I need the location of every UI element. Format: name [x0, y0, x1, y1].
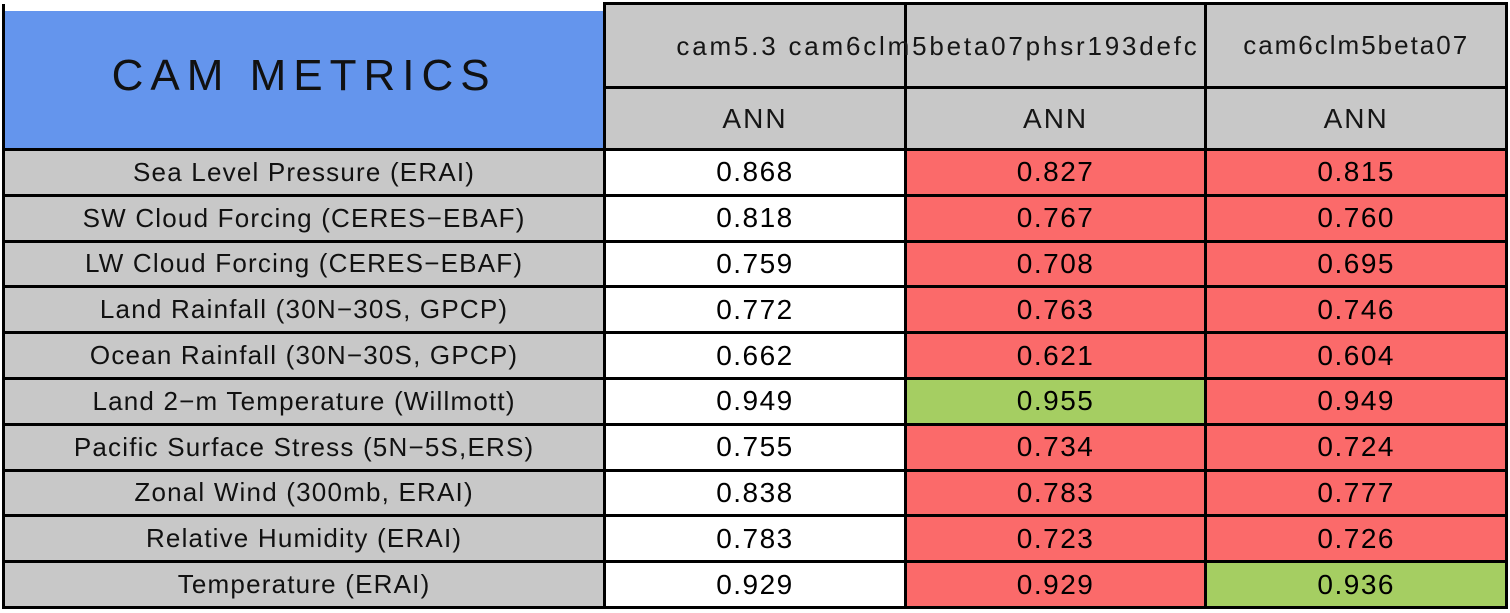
- table-row-temperature: Temperature (ERAI) 0.929 0.929 0.936: [1, 560, 1508, 609]
- value-cell: 0.621: [903, 331, 1208, 380]
- table-row-land-rainfall: Land Rainfall (30N−30S, GPCP) 0.772 0.76…: [1, 285, 1508, 335]
- value-cell: 0.759: [603, 239, 907, 289]
- page-title: CAM METRICS: [111, 50, 497, 100]
- table-title-cell: CAM METRICS: [1, 3, 607, 151]
- metric-label: Temperature (ERAI): [1, 560, 607, 609]
- metric-label: Relative Humidity (ERAI): [1, 514, 607, 564]
- value-cell: 0.760: [1204, 193, 1508, 243]
- model-header-row: CAM METRICS cam6clm5beta07: [1, 2, 1508, 151]
- value-cell: 0.746: [1204, 285, 1508, 335]
- metric-label: Sea Level Pressure (ERAI): [1, 148, 607, 197]
- metric-label: Ocean Rainfall (30N−30S, GPCP): [1, 331, 607, 380]
- ann-subheader-col2: ANN: [903, 86, 1208, 151]
- value-cell: 0.777: [1204, 468, 1508, 518]
- value-cell: 0.818: [603, 193, 907, 243]
- value-cell: 0.868: [603, 148, 907, 197]
- metric-label: Pacific Surface Stress (5N−5S,ERS): [1, 422, 607, 472]
- value-cell: 0.767: [903, 193, 1208, 243]
- value-cell: 0.929: [603, 560, 907, 609]
- ann-subheader-col1: ANN: [603, 86, 907, 151]
- metric-label: Land 2−m Temperature (Willmott): [1, 376, 607, 426]
- season-subheader-row: ANN ANN ANN: [4, 86, 1508, 151]
- column-header-cam5-3: [603, 2, 907, 89]
- metric-label: Zonal Wind (300mb, ERAI): [1, 468, 607, 518]
- value-cell: 0.815: [1204, 148, 1508, 197]
- table-row-sea-level-pressure: Sea Level Pressure (ERAI) 0.868 0.827 0.…: [1, 148, 1508, 197]
- column-header-cam6clm5beta07phsr193defc: [903, 2, 1208, 89]
- value-cell: 0.949: [603, 376, 907, 426]
- value-cell: 0.783: [903, 468, 1208, 518]
- value-cell: 0.949: [1204, 376, 1508, 426]
- table-row-zonal-wind: Zonal Wind (300mb, ERAI) 0.838 0.783 0.7…: [1, 468, 1508, 518]
- value-cell: 0.724: [1204, 422, 1508, 472]
- value-cell: 0.734: [903, 422, 1208, 472]
- value-cell: 0.955: [903, 376, 1208, 426]
- value-cell: 0.838: [603, 468, 907, 518]
- value-cell: 0.936: [1204, 560, 1508, 609]
- metric-label: LW Cloud Forcing (CERES−EBAF): [1, 239, 607, 289]
- value-cell: 0.772: [603, 285, 907, 335]
- value-cell: 0.695: [1204, 239, 1508, 289]
- value-cell: 0.708: [903, 239, 1208, 289]
- table-row-land-2m-temperature: Land 2−m Temperature (Willmott) 0.949 0.…: [1, 376, 1508, 426]
- value-cell: 0.929: [903, 560, 1208, 609]
- value-cell: 0.723: [903, 514, 1208, 564]
- value-cell: 0.662: [603, 331, 907, 380]
- value-cell: 0.827: [903, 148, 1208, 197]
- value-cell: 0.755: [603, 422, 907, 472]
- value-cell: 0.783: [603, 514, 907, 564]
- table-row-relative-humidity: Relative Humidity (ERAI) 0.783 0.723 0.7…: [1, 514, 1508, 564]
- value-cell: 0.604: [1204, 331, 1508, 380]
- metric-label: SW Cloud Forcing (CERES−EBAF): [1, 193, 607, 243]
- table-row-pacific-surface-stress: Pacific Surface Stress (5N−5S,ERS) 0.755…: [1, 422, 1508, 472]
- title-background: [6, 10, 602, 147]
- metric-label: Land Rainfall (30N−30S, GPCP): [1, 285, 607, 335]
- table-row-lw-cloud-forcing: LW Cloud Forcing (CERES−EBAF) 0.759 0.70…: [1, 239, 1508, 289]
- column-header-cam6clm5beta07: cam6clm5beta07: [1204, 2, 1508, 89]
- value-cell: 0.726: [1204, 514, 1508, 564]
- table-row-sw-cloud-forcing: SW Cloud Forcing (CERES−EBAF) 0.818 0.76…: [1, 193, 1508, 243]
- ann-subheader-col3: ANN: [1204, 86, 1508, 151]
- value-cell: 0.763: [903, 285, 1208, 335]
- table-row-ocean-rainfall: Ocean Rainfall (30N−30S, GPCP) 0.662 0.6…: [1, 331, 1508, 380]
